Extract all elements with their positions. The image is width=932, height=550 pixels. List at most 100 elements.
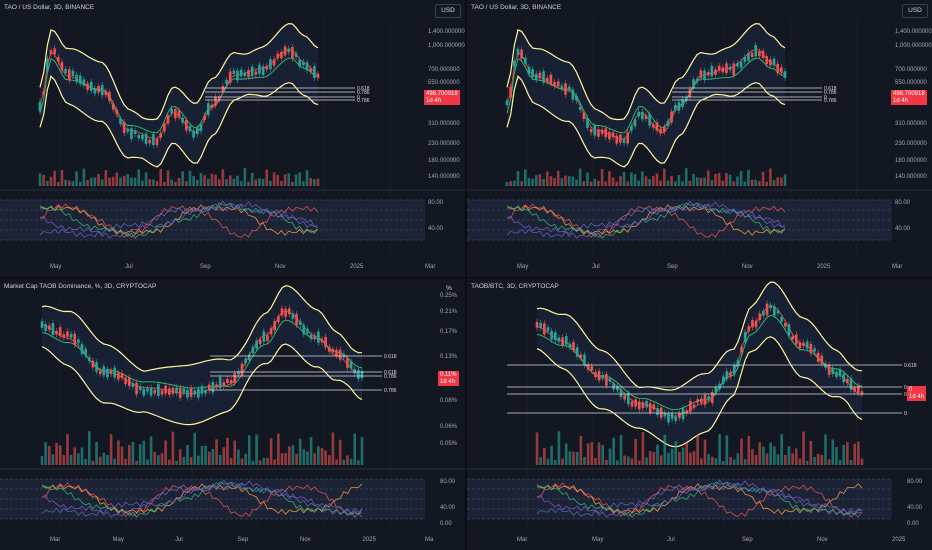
volume-bar [67, 180, 71, 186]
volume-bar [732, 459, 736, 465]
currency-button[interactable]: USD [902, 4, 928, 18]
candle [626, 132, 630, 144]
volume-bar [667, 452, 670, 465]
chart-pane-tao-usd-right[interactable]: TAO / US Dollar, 3D, BINANCE USD 0.618 0.… [467, 0, 932, 277]
volume-bar [527, 178, 531, 186]
volume-bar [543, 448, 546, 465]
volume-bar [539, 457, 542, 465]
volume-bar [561, 458, 564, 465]
volume-bar [754, 179, 758, 186]
candle [740, 346, 743, 353]
time-axis-label: Mar [517, 537, 527, 543]
time-axis-label: Sep [200, 264, 211, 270]
candle [291, 46, 294, 59]
volume-bar [798, 458, 802, 465]
candle [305, 62, 309, 71]
candle [153, 389, 157, 394]
candle [780, 67, 783, 73]
volume-bar [583, 456, 586, 465]
candle [648, 113, 651, 126]
symbol-title[interactable]: Market Cap TAOB Dominance, %, 3D, CRYPTO… [4, 283, 157, 290]
candle [772, 58, 776, 66]
candle [95, 362, 98, 372]
price-chart[interactable]: 0.61800.786080.0040.000.00MarMayJulSepNo… [467, 279, 932, 550]
volume-bar [600, 169, 604, 186]
bollinger-upper-band [41, 284, 362, 372]
volume-bar [692, 173, 695, 186]
price-chart[interactable]: 0.6180.78600.7861,400.0000001,000.000000… [0, 0, 465, 277]
volume-bar [743, 181, 747, 186]
horizontal-divider[interactable] [0, 277, 932, 279]
volume-bar [141, 180, 144, 186]
candle [710, 391, 714, 403]
volume-bar [761, 171, 765, 186]
candle [133, 130, 137, 134]
volume-bar [233, 440, 237, 465]
oscillator-line [39, 202, 319, 239]
candle [164, 385, 167, 394]
volume-bar [623, 455, 626, 465]
volume-bar [327, 455, 331, 465]
volume-bar [736, 453, 740, 465]
time-axis-label: May [50, 264, 61, 270]
candle [696, 399, 699, 403]
candle [195, 127, 199, 135]
symbol-title[interactable]: TAO / US Dollar, 3D, BINANCE [471, 4, 562, 11]
candle [542, 71, 545, 83]
volume-bar [751, 449, 754, 465]
candle [144, 133, 148, 144]
currency-button[interactable]: USD [435, 4, 461, 18]
candle [42, 91, 45, 95]
candle [549, 74, 553, 84]
candle [360, 370, 364, 379]
candle [316, 73, 320, 79]
time-axis-label: Jul [125, 264, 133, 270]
volume-bar [78, 181, 82, 186]
volume-bar [272, 172, 276, 186]
candle [612, 383, 615, 390]
candle [120, 373, 124, 378]
candle [721, 67, 725, 73]
price-axis-label: 0.05% [440, 441, 458, 447]
volume-bar [794, 448, 798, 465]
volume-bar [710, 180, 714, 186]
volume-bar [82, 168, 86, 186]
candle [232, 70, 236, 75]
volume-bar [113, 458, 117, 465]
vertical-divider[interactable] [465, 0, 467, 550]
candle [170, 108, 173, 114]
price-chart[interactable]: 0.6180.78600.7861,400.0000001,000.000000… [467, 0, 932, 277]
symbol-title[interactable]: TAO / US Dollar, 3D, BINANCE [4, 4, 95, 11]
time-axis-label: May [517, 264, 528, 270]
candle [567, 86, 571, 90]
volume-bar [729, 456, 732, 465]
candle [295, 313, 298, 326]
volume-bar [816, 453, 820, 465]
chart-pane-taob-btc[interactable]: TAOB/BTC, 3D, CRYPTOCAP 0.61800.786080.0… [467, 279, 932, 550]
time-axis-label: Jul [592, 264, 600, 270]
candle [100, 84, 104, 96]
symbol-title[interactable]: TAOB/BTC, 3D, CRYPTOCAP [471, 283, 559, 290]
currency-button[interactable]: % [437, 283, 461, 295]
candle [857, 385, 860, 393]
volume-bar [706, 170, 710, 186]
candle [641, 402, 645, 409]
volume-bar [313, 179, 316, 186]
volume-bar [210, 173, 214, 186]
oscillator-line [536, 481, 863, 518]
volume-bar [87, 431, 91, 465]
chart-pane-taob-dominance[interactable]: Market Cap TAOB Dominance, %, 3D, CRYPTO… [0, 279, 465, 550]
volume-bar [695, 177, 699, 186]
candle [652, 404, 656, 410]
candle [287, 48, 291, 53]
candle [124, 377, 127, 385]
chart-pane-tao-usd-left[interactable]: TAO / US Dollar, 3D, BINANCE USD 0.618 0.… [0, 0, 465, 277]
candle [313, 66, 316, 78]
candle [765, 303, 769, 316]
volume-bar [237, 449, 240, 465]
price-chart[interactable]: 0.6180.6180.7860.7860.25%0.21%0.17%0.13%… [0, 279, 465, 550]
candle [175, 387, 178, 394]
volume-bar [266, 457, 269, 465]
volume-bar [597, 180, 600, 186]
candle [699, 70, 703, 78]
